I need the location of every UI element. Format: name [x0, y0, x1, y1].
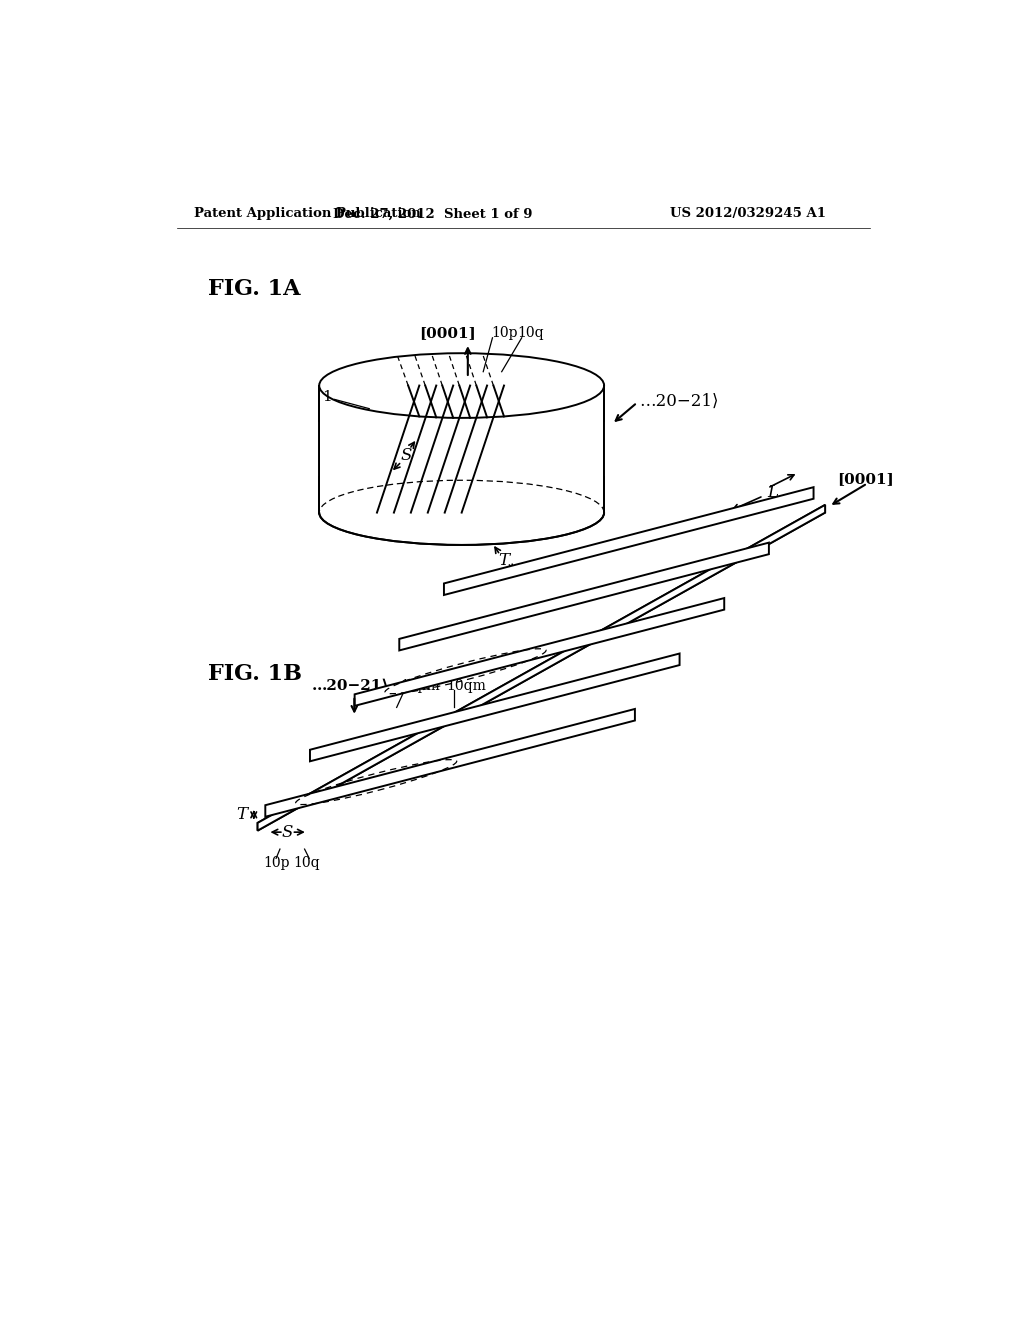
Text: 10pm: 10pm	[400, 678, 440, 693]
Polygon shape	[399, 543, 769, 651]
Polygon shape	[258, 506, 825, 830]
Text: T: T	[499, 552, 510, 569]
Text: FIG. 1A: FIG. 1A	[208, 279, 300, 301]
Polygon shape	[310, 653, 680, 762]
Text: Dec. 27, 2012  Sheet 1 of 9: Dec. 27, 2012 Sheet 1 of 9	[333, 207, 532, 220]
Text: 10q: 10q	[517, 326, 544, 341]
Polygon shape	[604, 422, 608, 477]
Text: 10q: 10q	[294, 855, 321, 870]
Text: 10qm: 10qm	[446, 678, 486, 693]
Polygon shape	[354, 598, 724, 706]
Polygon shape	[265, 709, 635, 817]
Text: 1: 1	[322, 391, 332, 404]
Text: T: T	[237, 807, 248, 824]
Text: Patent Application Publication: Patent Application Publication	[194, 207, 421, 220]
Text: 10p: 10p	[490, 326, 517, 341]
Text: L: L	[767, 483, 778, 500]
Text: US 2012/0329245 A1: US 2012/0329245 A1	[670, 207, 825, 220]
Polygon shape	[319, 385, 604, 512]
Text: FIG. 1B: FIG. 1B	[208, 664, 301, 685]
Text: [0001]: [0001]	[837, 473, 893, 487]
Text: S: S	[282, 824, 293, 841]
Polygon shape	[315, 422, 319, 477]
Text: …20−21⟩: …20−21⟩	[311, 678, 389, 693]
Polygon shape	[444, 487, 813, 595]
Text: 10p: 10p	[263, 855, 290, 870]
Polygon shape	[258, 506, 825, 830]
Text: …20−21⟩: …20−21⟩	[639, 392, 718, 409]
Text: [0001]: [0001]	[420, 326, 476, 341]
Text: S: S	[400, 447, 412, 463]
